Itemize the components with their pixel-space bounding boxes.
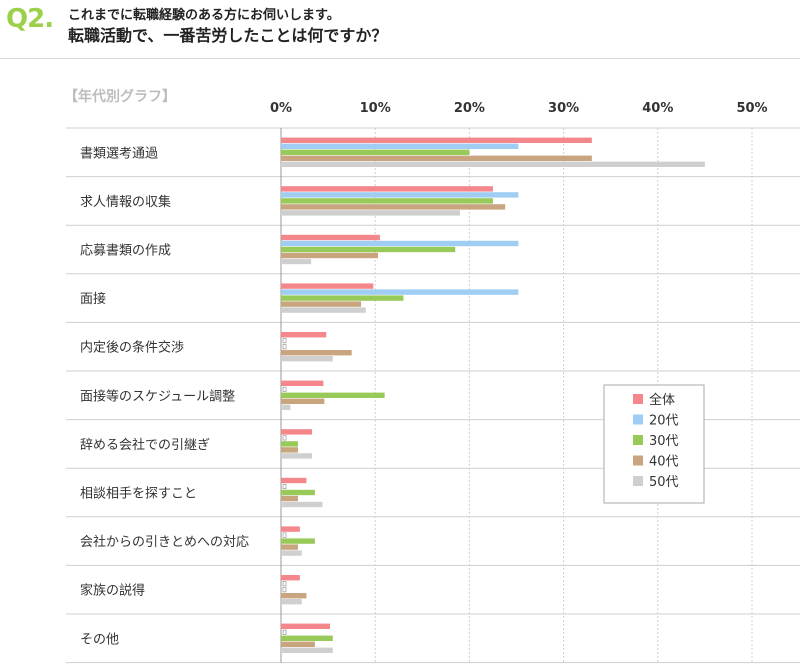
bar [281, 332, 327, 338]
bar [281, 155, 592, 161]
question-intro: これまでに転職経験のある方にお伺いします。 [68, 8, 340, 23]
bar [281, 477, 307, 484]
bar [281, 647, 333, 653]
bar-zero-marker [282, 386, 287, 392]
bar [281, 575, 300, 581]
bar [281, 289, 519, 295]
legend-label: 30代 [649, 434, 679, 449]
bar [281, 526, 300, 532]
bar [281, 240, 519, 247]
question-header: Q2. これまでに転職経験のある方にお伺いします。 転職活動で、一番苦労したこと… [0, 0, 800, 56]
bar [281, 404, 291, 410]
bar [281, 380, 324, 386]
bar [281, 623, 330, 629]
bar [281, 186, 493, 192]
bar [281, 544, 298, 550]
bar [281, 453, 313, 459]
bar [281, 593, 307, 599]
bar [281, 489, 315, 496]
bar [281, 295, 404, 301]
x-tick-label: 30% [548, 101, 579, 116]
legend-box [603, 384, 705, 504]
bar [281, 641, 315, 647]
bar-zero-marker [282, 532, 287, 538]
bar [281, 392, 385, 398]
bar [281, 192, 519, 198]
bar [281, 161, 705, 167]
legend-label: 全体 [649, 392, 675, 408]
bar [281, 429, 313, 435]
category-label: 家族の説得 [80, 583, 145, 599]
x-tick-label: 50% [736, 101, 767, 116]
bar-zero-marker [282, 483, 287, 489]
question-number: Q2. [6, 4, 54, 34]
bar [281, 149, 470, 155]
legend-label: 40代 [649, 455, 679, 470]
bar-zero-marker [282, 581, 287, 587]
category-label: 辞める会社での引継ぎ [80, 437, 210, 453]
legend-swatch [633, 455, 643, 466]
bar-zero-marker [282, 435, 287, 441]
bar [281, 441, 298, 447]
legend-swatch [633, 394, 643, 404]
bar [281, 447, 298, 453]
bar [281, 550, 302, 556]
bar [281, 234, 380, 241]
bar [281, 398, 325, 404]
bar [281, 356, 333, 362]
bar [281, 204, 506, 210]
bar [281, 246, 456, 253]
category-label: 面接 [80, 291, 106, 307]
bar [281, 258, 312, 265]
bar [281, 307, 366, 313]
bar [281, 137, 592, 143]
category-label: 面接等のスケジュール調整 [80, 388, 235, 404]
x-tick-label: 10% [360, 101, 391, 116]
bar [281, 635, 333, 641]
bar [281, 283, 374, 289]
bar-zero-marker [282, 629, 287, 635]
question-text: 転職活動で、一番苦労したことは何ですか？ [68, 26, 388, 45]
header-divider [0, 58, 800, 59]
x-tick-label: 0% [270, 101, 292, 116]
bar [281, 252, 379, 259]
bar [281, 538, 315, 544]
x-tick-label: 20% [454, 101, 485, 116]
bar [281, 198, 493, 204]
bar [281, 350, 352, 356]
chart-subtitle: 【年代別グラフ】 [64, 88, 176, 105]
bar [281, 495, 298, 502]
bar [281, 143, 519, 149]
bar [281, 210, 460, 216]
legend-swatch [633, 414, 643, 425]
legend-label: 20代 [649, 414, 679, 429]
legend-label: 50代 [649, 475, 679, 490]
category-label: 書類選考通過 [80, 146, 158, 161]
x-tick-label: 40% [642, 101, 673, 116]
category-label: 会社からの引きとめへの対応 [80, 534, 249, 550]
category-label: 求人情報の収集 [80, 194, 171, 210]
legend-swatch [633, 476, 643, 486]
category-label: 応募書類の作成 [80, 244, 171, 259]
bar-zero-marker [282, 344, 287, 350]
category-label: 相談相手を探すこと [80, 486, 197, 502]
legend-swatch [633, 435, 643, 445]
bar-zero-marker [282, 338, 287, 344]
category-label: 内定後の条件交渉 [80, 340, 184, 356]
bar [281, 599, 302, 605]
bar [281, 501, 323, 508]
bar-zero-marker [282, 587, 287, 593]
bar [281, 301, 362, 307]
category-label: その他 [80, 632, 119, 647]
